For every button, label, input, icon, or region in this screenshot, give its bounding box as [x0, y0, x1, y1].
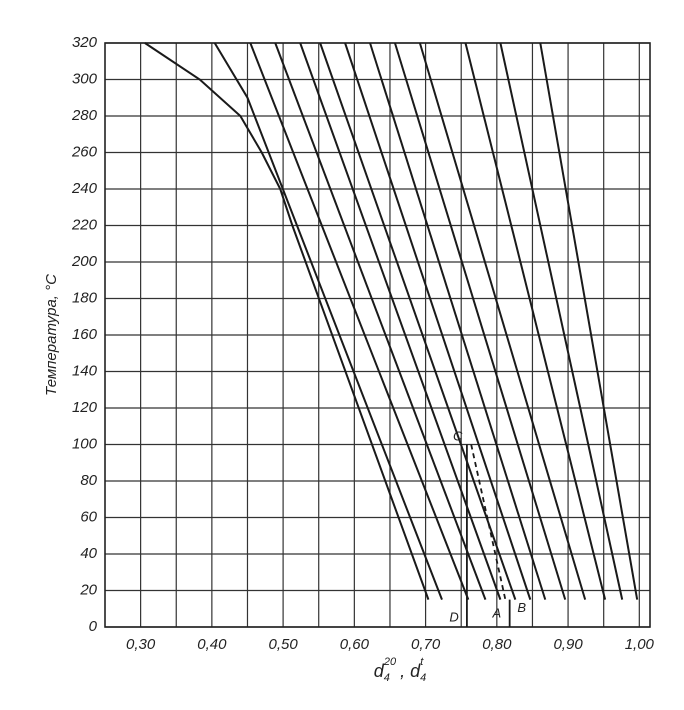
curve	[249, 42, 470, 600]
x-tick-label: 0,80	[482, 636, 512, 653]
y-tick-label: 80	[80, 472, 97, 489]
y-tick-label: 260	[71, 143, 98, 160]
x-label-sub: 4	[420, 672, 426, 684]
x-label-part: , d	[400, 661, 421, 681]
curve	[144, 42, 430, 600]
x-tick-label: 0,70	[411, 636, 441, 653]
x-tick-label: 0,60	[340, 636, 370, 653]
y-tick-label: 240	[71, 180, 98, 197]
curve	[299, 42, 502, 600]
annotation: C	[453, 429, 463, 444]
curve	[369, 42, 547, 600]
y-tick-label: 320	[72, 34, 98, 51]
annotation: A	[491, 606, 501, 621]
x-axis-label: d420, d4t	[374, 656, 427, 684]
plot-frame	[104, 42, 651, 628]
curve	[393, 42, 567, 600]
y-tick-label: 160	[72, 326, 98, 343]
y-tick-label: 60	[80, 508, 97, 525]
annotation: D	[449, 609, 458, 624]
annotation: B	[517, 600, 526, 615]
x-label-sup: 20	[383, 656, 397, 668]
x-tick-label: 1,00	[625, 636, 655, 653]
curve	[418, 42, 587, 600]
y-tick-label: 20	[79, 581, 97, 598]
y-tick-label: 220	[71, 216, 98, 233]
y-tick-label: 40	[80, 545, 97, 562]
curve	[319, 42, 517, 600]
y-tick-label: 200	[71, 253, 98, 270]
curve	[464, 42, 607, 600]
y-tick-label: 300	[72, 70, 98, 87]
y-tick-label: 280	[71, 107, 98, 124]
y-tick-label: 0	[89, 618, 98, 635]
y-tick-label: 180	[72, 289, 98, 306]
y-tick-label: 100	[72, 435, 98, 452]
x-tick-label: 0,50	[269, 636, 299, 653]
y-tick-label: 140	[72, 362, 98, 379]
y-tick-label: 120	[72, 399, 98, 416]
x-tick-label: 0,90	[553, 636, 583, 653]
x-label-sub: 4	[384, 672, 390, 684]
curve	[344, 42, 532, 600]
x-label-sup: t	[420, 656, 424, 668]
curve	[539, 42, 639, 600]
x-label-part: d	[374, 661, 385, 681]
x-tick-label: 0,30	[126, 636, 156, 653]
curve	[499, 42, 624, 600]
curve	[274, 42, 487, 600]
x-tick-label: 0,40	[197, 636, 227, 653]
y-axis-label: Температура, °C	[43, 274, 60, 396]
curve	[213, 42, 443, 600]
